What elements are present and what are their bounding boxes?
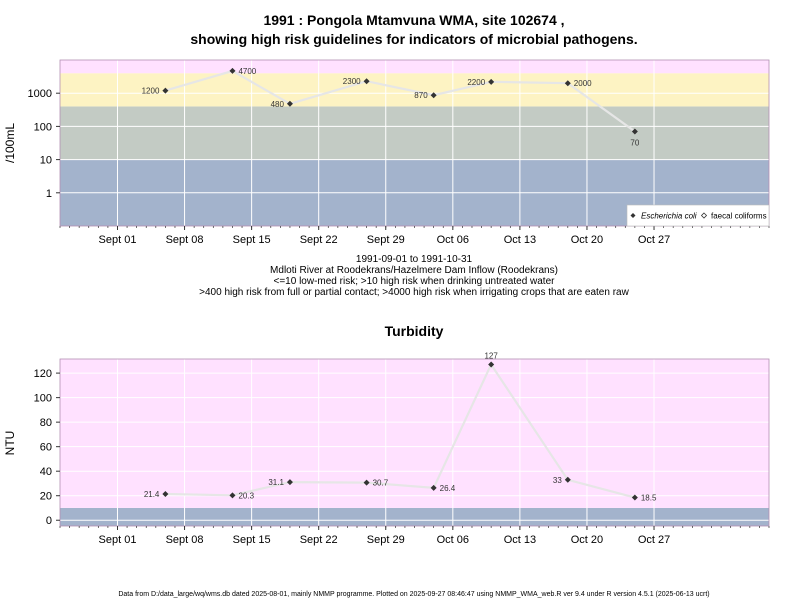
legend-item-faecal-coliforms: faecal coliforms (711, 212, 767, 221)
chart1-x-tick-label: Sept 15 (233, 234, 271, 246)
legend-box (626, 204, 770, 227)
chart2-data-label: 18.5 (641, 494, 657, 503)
chart2-data-point (488, 361, 495, 368)
chart1-data-label: 480 (271, 100, 285, 109)
legend-item-ecoli: Escherichia coli (641, 212, 697, 221)
chart1-data-point (229, 67, 236, 74)
chart2-y-tick-label: 60 (40, 442, 52, 454)
chart1-data-point (363, 78, 370, 85)
chart1-site-name: Mdloti River at Roodekrans/Hazelmere Dam… (270, 265, 558, 276)
chart2-series-line (165, 362, 636, 499)
chart1-y-tick-label: 100 (34, 121, 52, 133)
chart1-data-point (430, 92, 437, 99)
chart2-data-label: 31.1 (268, 478, 284, 487)
chart2-data-label: 33 (553, 476, 562, 485)
chart1-risk-band-2 (60, 73, 769, 107)
chart2-x-tick-label: Sept 29 (367, 534, 405, 546)
chart1-y-tick-label: 1 (46, 188, 52, 200)
chart1-data-label: 2200 (467, 78, 485, 87)
chart1-title-line1: 1991 : Pongola Mtamvuna WMA, site 102674… (263, 12, 564, 28)
chart2-data-point (564, 476, 571, 483)
chart2-plot-area: Sept 01 Sept 08 Sept 15 Sept 22 Sept 29 Oct 0… (34, 352, 770, 546)
chart2-x-tick-label: Sept 22 (300, 534, 338, 546)
chart2-data-point (162, 490, 169, 497)
chart1-x-tick-label: Sept 01 (99, 234, 137, 246)
chart2-x-tick-label: Oct 13 (504, 534, 536, 546)
chart2-data-point (363, 479, 370, 486)
chart2-y-tick-label: 20 (40, 491, 52, 503)
chart1-x-tick-label: Sept 29 (367, 234, 405, 246)
chart1-date-range: 1991-09-01 to 1991-10-31 (356, 254, 473, 265)
chart1-x-tick-label: Sept 22 (300, 234, 338, 246)
chart2-x-tick-label: Oct 06 (437, 534, 469, 546)
chart1-guideline-note-2: >400 high risk from full or partial cont… (199, 287, 629, 298)
chart1-data-label: 870 (414, 91, 428, 100)
chart1-data-label: 1200 (142, 87, 160, 96)
chart1-legend: Escherichia coli faecal coliforms (626, 204, 770, 227)
chart1-x-tick-label: Oct 20 (571, 234, 603, 246)
chart1-data-label: 2300 (343, 77, 361, 86)
chart2-y-tick-label: 40 (40, 466, 52, 478)
chart2-data-label: 20.3 (238, 491, 254, 500)
chart1-data-point (631, 128, 638, 135)
chart1-data-point (488, 78, 495, 85)
chart2-x-tick-label: Oct 20 (571, 534, 603, 546)
chart2-risk-band-0 (60, 507, 769, 526)
chart2-x-tick-label: Sept 08 (166, 534, 204, 546)
chart2-y-tick-label: 120 (34, 368, 52, 380)
footer-note: Data from D:/data_large/wq/wms.db dated … (118, 591, 709, 598)
chart1-data-label: 70 (630, 139, 639, 148)
chart1-risk-band-1 (60, 106, 769, 160)
chart2-x-tick-label: Sept 15 (233, 534, 271, 546)
chart2-y-tick-label: 80 (40, 417, 52, 429)
chart2-y-tick-label: 100 (34, 393, 52, 405)
chart1-data-point (162, 87, 169, 94)
chart1-y-tick-label: 1000 (28, 88, 52, 100)
chart1-data-point (286, 100, 293, 107)
chart2-title: Turbidity (385, 323, 444, 339)
chart2-data-label: 26.4 (440, 484, 456, 493)
chart1-series-line (165, 69, 636, 133)
chart2-data-point (286, 479, 293, 486)
chart1-x-tick-label: Oct 27 (638, 234, 670, 246)
chart2-data-label: 30.7 (373, 479, 389, 488)
legend-filled-diamond-icon (630, 213, 636, 218)
chart1-title-line2: showing high risk guidelines for indicat… (190, 31, 637, 47)
chart1-data-label: 2000 (574, 79, 592, 88)
chart1-data-point (564, 80, 571, 87)
chart2-data-point (430, 484, 437, 491)
chart2-data-label: 127 (484, 352, 498, 361)
chart1-x-tick-label: Oct 13 (504, 234, 536, 246)
chart2-data-point (229, 492, 236, 499)
chart1-x-tick-label: Sept 08 (166, 234, 204, 246)
chart1-guideline-note-1: <=10 low-med risk; >10 high risk when dr… (274, 276, 556, 287)
chart2-x-tick-label: Oct 27 (638, 534, 670, 546)
chart2-data-point (631, 494, 638, 501)
chart1-plot-area: Sept 01 Sept 08 Sept 15 Sept 22 Sept 29 Oct 0… (28, 59, 770, 246)
chart2-risk-band-1 (60, 359, 769, 508)
chart2-y-tick-label: 0 (46, 515, 52, 527)
chart1-x-tick-label: Oct 06 (437, 234, 469, 246)
chart2-data-label: 21.4 (144, 490, 160, 499)
chart1-risk-band-3 (60, 60, 769, 74)
chart2-x-tick-label: Sept 01 (99, 534, 137, 546)
chart1-y-axis-label: /100mL (3, 123, 17, 163)
chart1-y-tick-label: 10 (40, 155, 52, 167)
chart1-data-label: 4700 (238, 67, 256, 76)
chart2-y-axis-label: NTU (3, 431, 17, 456)
legend-open-diamond-icon (700, 212, 708, 219)
